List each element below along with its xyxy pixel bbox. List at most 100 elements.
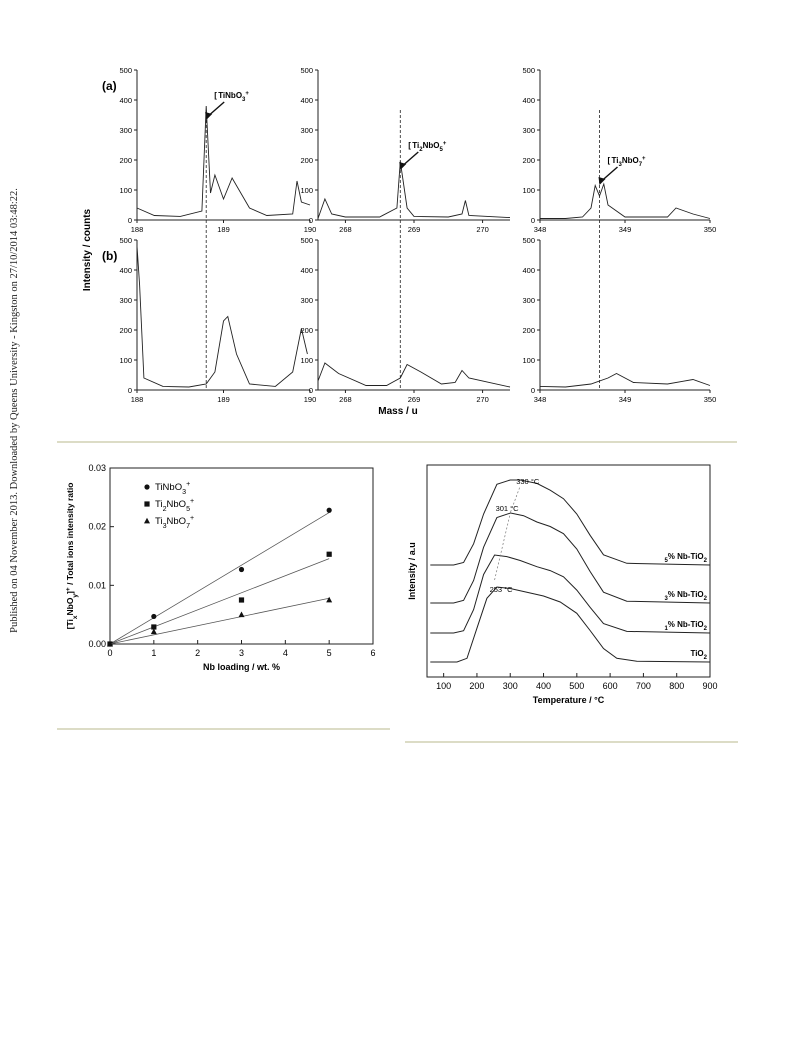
panel-label-b: (b) (102, 249, 117, 263)
x-tick-label: 900 (702, 681, 717, 691)
peak-shift-line (494, 511, 511, 581)
y-tick-label: 300 (522, 126, 535, 135)
x-tick-label: 100 (436, 681, 451, 691)
y-tick-label: 300 (300, 296, 313, 305)
x-tick-label: 189 (217, 395, 230, 404)
x-axis-label: Nb loading / wt. % (203, 662, 280, 672)
spectrum-line (136, 105, 311, 217)
divider-left (57, 728, 390, 730)
x-tick-label: 4 (283, 648, 288, 658)
x-tick-label: 188 (131, 395, 144, 404)
y-tick-label: 200 (300, 326, 313, 335)
y-tick-label: 0 (531, 216, 535, 225)
x-tick-label: 500 (569, 681, 584, 691)
legend-marker (144, 484, 150, 490)
x-tick-label: 350 (704, 395, 717, 404)
peak-arrowhead (399, 162, 407, 170)
x-tick-label: 200 (469, 681, 484, 691)
x-tick-label: 6 (370, 648, 375, 658)
curve-label: 1% Nb-TiO2 (664, 620, 707, 632)
peak-bracket-open: [ (608, 156, 611, 165)
y-tick-label: 200 (119, 326, 132, 335)
y-tick-label: 400 (300, 266, 313, 275)
x-tick-label: 269 (408, 395, 421, 404)
curve-label: 3% Nb-TiO2 (664, 590, 707, 602)
y-tick-label: 100 (522, 356, 535, 365)
plot-frame (109, 467, 374, 645)
y-tick-label: 100 (119, 356, 132, 365)
annotation-301: 301 °C (496, 504, 520, 513)
y-tick-label: 300 (522, 296, 535, 305)
y-tick-label: 200 (119, 156, 132, 165)
y-tick-label: 500 (119, 66, 132, 75)
x-tick-label: 190 (304, 395, 317, 404)
divider-right (405, 741, 738, 743)
y-tick-label: 100 (119, 186, 132, 195)
y-tick-label: 100 (522, 186, 535, 195)
data-point (238, 611, 245, 618)
x-tick-label: 268 (339, 395, 352, 404)
fit-line (109, 512, 330, 645)
ratio-plot: 0 1 2 3 4 5 6 0.00 0.01 0.02 0.03 Nb loading / wt. … (65, 463, 376, 672)
ratio-chart: 0 1 2 3 4 5 6 0.00 0.01 0.02 0.03 Nb loading / wt. … (65, 463, 376, 672)
curve-label: TiO2 (690, 649, 707, 661)
y-tick-label: 400 (300, 96, 313, 105)
data-point (151, 613, 157, 620)
legend-marker (144, 501, 150, 507)
panel-label-a: (a) (102, 79, 117, 93)
y-tick-label: 300 (119, 126, 132, 135)
x-tick-label: 189 (217, 225, 230, 234)
y-tick-label: 0 (128, 386, 132, 395)
y-tick-label: 500 (119, 236, 132, 245)
plot-frame (426, 464, 711, 678)
x-tick-label: 269 (408, 225, 421, 234)
peak-label: TiNbO3+ (218, 91, 249, 103)
y-tick-label: 300 (300, 126, 313, 135)
y-tick-label: 500 (522, 66, 535, 75)
tpd-curve (430, 512, 711, 604)
data-point (150, 628, 157, 635)
fit-line (109, 597, 330, 645)
y-tick-label: 500 (300, 66, 313, 75)
legend-label: Ti2NbO5+ (155, 497, 194, 513)
x-tick-label: 2 (195, 648, 200, 658)
data-point (151, 624, 157, 630)
annotation-253: 253 °C (490, 585, 514, 594)
y-tick-label: 300 (119, 296, 132, 305)
legend-marker (144, 517, 150, 524)
data-point (326, 596, 333, 603)
x-tick-label: 600 (603, 681, 618, 691)
data-point (107, 640, 113, 647)
x-axis-label: Temperature / °C (533, 695, 605, 705)
y-tick-label: 400 (119, 266, 132, 275)
x-tick-label: 349 (619, 395, 632, 404)
y-tick-label: 0.00 (88, 639, 106, 649)
spectrum-line (136, 245, 308, 388)
peak-arrowhead (205, 112, 213, 120)
x-tick-label: 1 (151, 648, 156, 658)
fit-line (109, 558, 330, 645)
curve-label: 5% Nb-TiO2 (664, 552, 707, 564)
legend-label: Ti3NbO7+ (155, 514, 194, 530)
y-tick-label: 0.03 (88, 463, 106, 473)
annotation-330: 330 °C (516, 477, 540, 486)
spectrum-line (539, 372, 711, 388)
x-tick-label: 5 (327, 648, 332, 658)
data-point (238, 566, 245, 573)
y-tick-label: 500 (522, 236, 535, 245)
y-tick-label: 200 (522, 156, 535, 165)
tpd-plot: 100 200 300 400 500 600 700 800 900 Temperature /… (407, 464, 718, 705)
y-tick-label: 100 (300, 186, 313, 195)
x-tick-label: 188 (131, 225, 144, 234)
x-tick-label: 350 (704, 225, 717, 234)
x-tick-label: 700 (636, 681, 651, 691)
y-tick-label: 0 (531, 386, 535, 395)
peak-label: Ti3NbO7+ (612, 156, 647, 168)
y-tick-label: 100 (300, 356, 313, 365)
mass-spectra-ylabel: Intensity / counts (82, 208, 93, 291)
x-tick-label: 3 (239, 648, 244, 658)
y-axis-label: Intensity / a.u (407, 542, 417, 600)
y-tick-label: 500 (300, 236, 313, 245)
legend-label: TiNbO3+ (155, 480, 190, 496)
